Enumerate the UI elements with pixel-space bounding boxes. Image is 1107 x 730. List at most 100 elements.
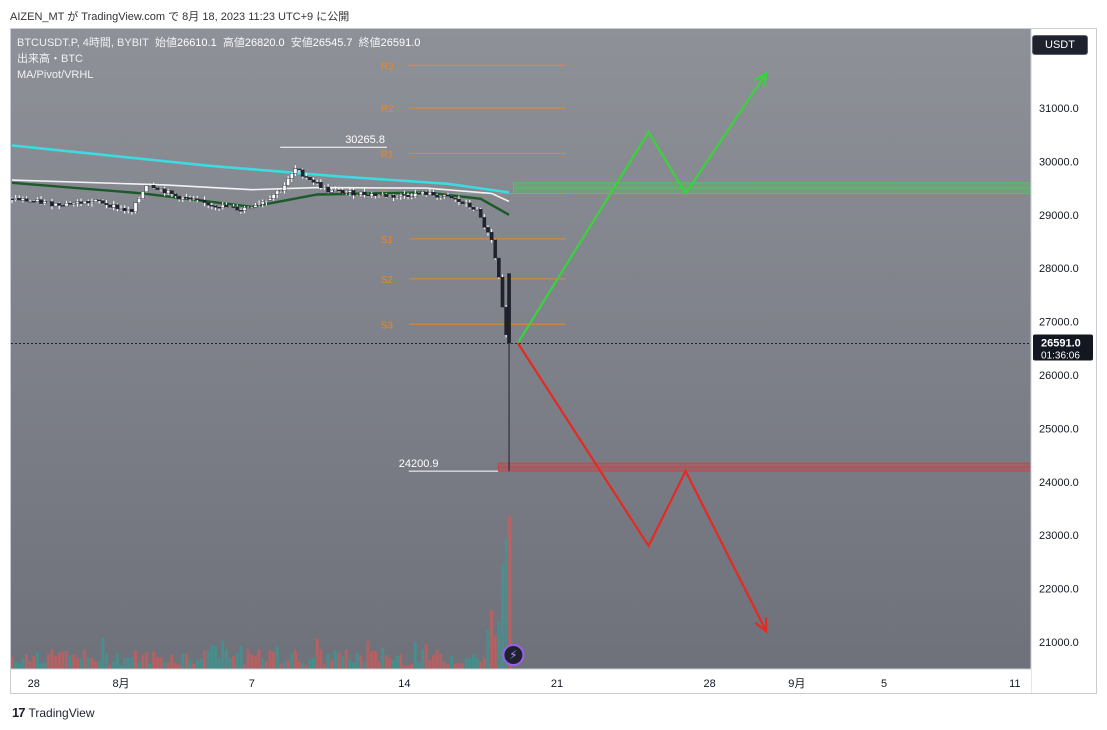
volume-bar: [90, 657, 94, 669]
last-price-value: 26591.0: [1041, 337, 1081, 349]
candle-up: [322, 186, 327, 189]
candle-up: [28, 201, 32, 203]
volume-bar: [370, 651, 374, 669]
candle-up: [388, 195, 392, 197]
volume-bar: [501, 564, 504, 669]
volume-bar: [83, 649, 87, 669]
crash-candle: [507, 273, 511, 344]
volume-bar: [428, 660, 432, 669]
candle-up: [220, 204, 225, 208]
chart-panel[interactable]: R3 R2 R1 P S1 S2 S3 30265.8 24200.9 21000.0 2200…: [10, 28, 1097, 694]
volume-bar: [410, 663, 414, 669]
lightning-icon: [502, 644, 525, 666]
volume-bar: [243, 664, 247, 669]
price-tick-label: 28000.0: [1039, 263, 1079, 275]
time-tick-label: 28: [28, 678, 40, 690]
candle-down: [202, 199, 207, 203]
volume-bar: [65, 650, 68, 669]
price-tick-label: 30000.0: [1039, 156, 1079, 168]
volume-bar: [261, 658, 265, 669]
chart-legend: BTCUSDT.P, 4時間, BYBIT 始値26610.1 高値26820.…: [17, 35, 420, 83]
pivot-label-S2: S2: [381, 275, 394, 286]
candle-up: [246, 207, 250, 209]
candle-down: [300, 169, 305, 177]
time-tick-label: 9月: [788, 678, 805, 690]
volume-bar: [108, 664, 112, 669]
candle-down: [231, 206, 236, 208]
volume-bar: [97, 660, 101, 669]
candle-up: [133, 202, 138, 212]
candle-up: [329, 189, 334, 193]
volume-bar: [239, 645, 243, 669]
candle-down: [446, 194, 450, 197]
candle-down: [162, 188, 167, 194]
volume-bar: [315, 638, 319, 669]
candle-up: [420, 191, 425, 195]
volume-bar: [330, 660, 334, 669]
price-tick-label: 21000.0: [1039, 637, 1079, 649]
volume-bar: [388, 657, 392, 669]
legend-high-label: 高値: [222, 37, 245, 49]
candle-up: [148, 185, 152, 187]
volume-bar: [115, 653, 119, 669]
candle-up: [275, 190, 280, 195]
candle-down: [239, 210, 243, 212]
legend-low-value: 26545.7: [312, 37, 353, 49]
volume-bar: [228, 657, 232, 669]
volume-bar: [144, 651, 148, 669]
candle-up: [359, 191, 363, 195]
candle-down: [177, 195, 181, 200]
volume-bar: [166, 662, 170, 669]
pivot-label-S3: S3: [381, 320, 394, 331]
candle-down: [206, 202, 211, 206]
candle-down: [297, 168, 301, 170]
candle-up: [293, 168, 298, 174]
legend-indicators[interactable]: MA/Pivot/VRHL: [17, 69, 94, 81]
volume-bar: [159, 657, 163, 669]
candle-down: [188, 197, 192, 200]
time-tick-label: 7: [249, 678, 255, 690]
candle-down: [104, 203, 109, 205]
price-axis-panel: [1031, 29, 1096, 693]
scenario-down-arrow: [516, 342, 768, 632]
lightning-icon-glyph: ⚡: [509, 648, 517, 662]
volume-bar: [94, 661, 98, 669]
volume-bar: [504, 538, 508, 669]
volume-bar: [148, 663, 152, 669]
candle-up: [475, 208, 479, 211]
time-tick-label: 11: [1009, 678, 1020, 690]
candle-down: [362, 191, 367, 195]
candle-down: [311, 179, 316, 183]
currency-button[interactable]: USDT: [1032, 35, 1088, 55]
volume-bar: [163, 661, 167, 669]
volume-bar: [446, 664, 450, 669]
pivot-label-R1: R1: [381, 149, 394, 160]
candle-down: [50, 201, 54, 207]
volume-bar: [141, 654, 145, 669]
candle-down: [61, 205, 65, 207]
volume-bar: [232, 656, 236, 669]
candle-down: [101, 200, 105, 204]
volume-bar: [61, 651, 65, 669]
candle-up: [126, 209, 131, 211]
candle-up: [279, 190, 283, 192]
legend-open-label: 始値: [154, 37, 177, 49]
candle-down: [449, 196, 454, 199]
candle-down: [17, 198, 22, 201]
candle-down: [326, 186, 330, 193]
legend-open-value: 26610.1: [176, 37, 217, 49]
time-tick-label: 8月: [112, 678, 129, 690]
candle-up: [90, 201, 94, 204]
price-tick-label: 25000.0: [1039, 423, 1079, 435]
volume-bar: [264, 661, 268, 669]
candle-up: [166, 190, 171, 194]
candle-up: [71, 202, 76, 205]
volume-bar: [352, 663, 356, 669]
legend-volume[interactable]: 出来高・BTC: [17, 53, 83, 65]
candle-up: [119, 208, 123, 210]
volume-bar: [224, 649, 228, 669]
candle-down: [373, 193, 378, 196]
candle-up: [53, 203, 58, 207]
candle-up: [442, 194, 447, 197]
